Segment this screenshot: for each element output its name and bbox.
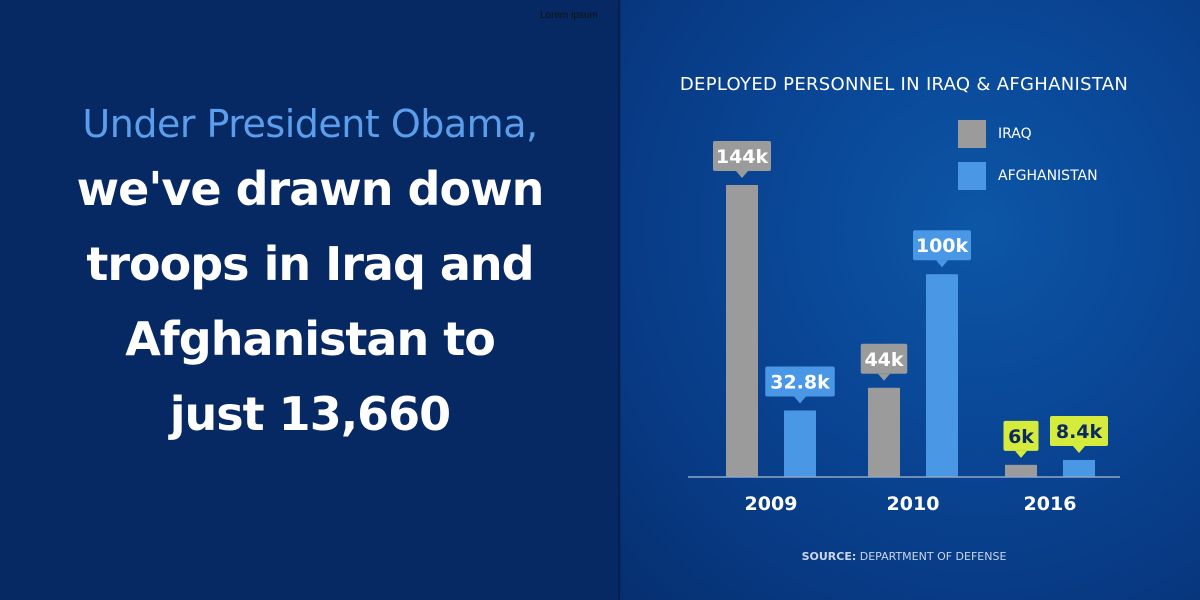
data-label-box	[713, 141, 771, 171]
source-note: SOURCE: DEPARTMENT OF DEFENSE	[802, 550, 1007, 563]
headline-lead: Under President Obama,	[82, 102, 538, 146]
data-label-pointer	[794, 396, 806, 404]
data-label: 144k	[716, 146, 769, 168]
bar-afghanistan-2016	[1063, 459, 1095, 477]
x-tick-label: 2009	[745, 493, 798, 515]
data-label-box	[860, 343, 908, 374]
source-label: SOURCE:	[802, 550, 857, 563]
headline-line: just 13,660	[169, 387, 451, 441]
chart-legend: IRAQ AFGHANISTAN	[958, 120, 1098, 190]
data-label-box	[1050, 415, 1108, 446]
headline-line: troops in Iraq and	[86, 237, 534, 291]
headline-panel: Under President Obama, we've drawn down …	[20, 96, 600, 452]
legend-label-afghanistan: AFGHANISTAN	[998, 168, 1098, 184]
chart-panel: DEPLOYED PERSONNEL IN IRAQ & AFGHANISTAN…	[620, 0, 1200, 600]
x-tick-labels: 2009 2010 2016	[745, 493, 1077, 515]
bar-afghanistan-2010	[926, 274, 958, 477]
data-label-pointer	[1073, 445, 1085, 453]
data-label-pointer	[736, 171, 748, 178]
headline-main: we've drawn down troops in Iraq and Afgh…	[20, 152, 600, 452]
bars-group	[726, 185, 1095, 477]
headline: Under President Obama, we've drawn down …	[20, 96, 600, 452]
data-label-box	[1003, 420, 1039, 451]
x-tick-label: 2010	[887, 493, 940, 515]
data-label-box	[765, 366, 835, 397]
data-label-pointer	[1015, 450, 1027, 458]
legend-swatch-iraq	[958, 120, 986, 148]
data-label: 32.8k	[770, 371, 830, 393]
x-tick-label: 2016	[1024, 493, 1077, 515]
data-label-pointer	[936, 260, 948, 268]
headline-line: we've drawn down	[76, 162, 545, 216]
data-label: 100k	[916, 235, 969, 257]
bar-iraq-2016	[1005, 464, 1037, 477]
data-label-box	[913, 230, 971, 261]
bar-chart: DEPLOYED PERSONNEL IN IRAQ & AFGHANISTAN…	[680, 74, 1128, 563]
data-labels-group: 144k 32.8k 44k 100k 6k 8.4k	[713, 141, 1108, 458]
chart-title: DEPLOYED PERSONNEL IN IRAQ & AFGHANISTAN	[680, 74, 1128, 95]
source-text: DEPARTMENT OF DEFENSE	[856, 550, 1006, 563]
bar-afghanistan-2009	[784, 410, 816, 477]
data-label: 8.4k	[1056, 421, 1103, 443]
data-label: 44k	[864, 349, 903, 371]
data-label: 6k	[1008, 426, 1034, 448]
legend-swatch-afghanistan	[958, 162, 986, 190]
panel-divider	[618, 0, 622, 600]
data-label-pointer	[878, 373, 890, 381]
legend-label-iraq: IRAQ	[998, 126, 1032, 142]
bar-iraq-2009	[726, 185, 758, 477]
bar-iraq-2010	[868, 387, 900, 477]
top-caption: Lorem ipsum	[540, 10, 598, 21]
headline-line: Afghanistan to	[125, 312, 496, 366]
